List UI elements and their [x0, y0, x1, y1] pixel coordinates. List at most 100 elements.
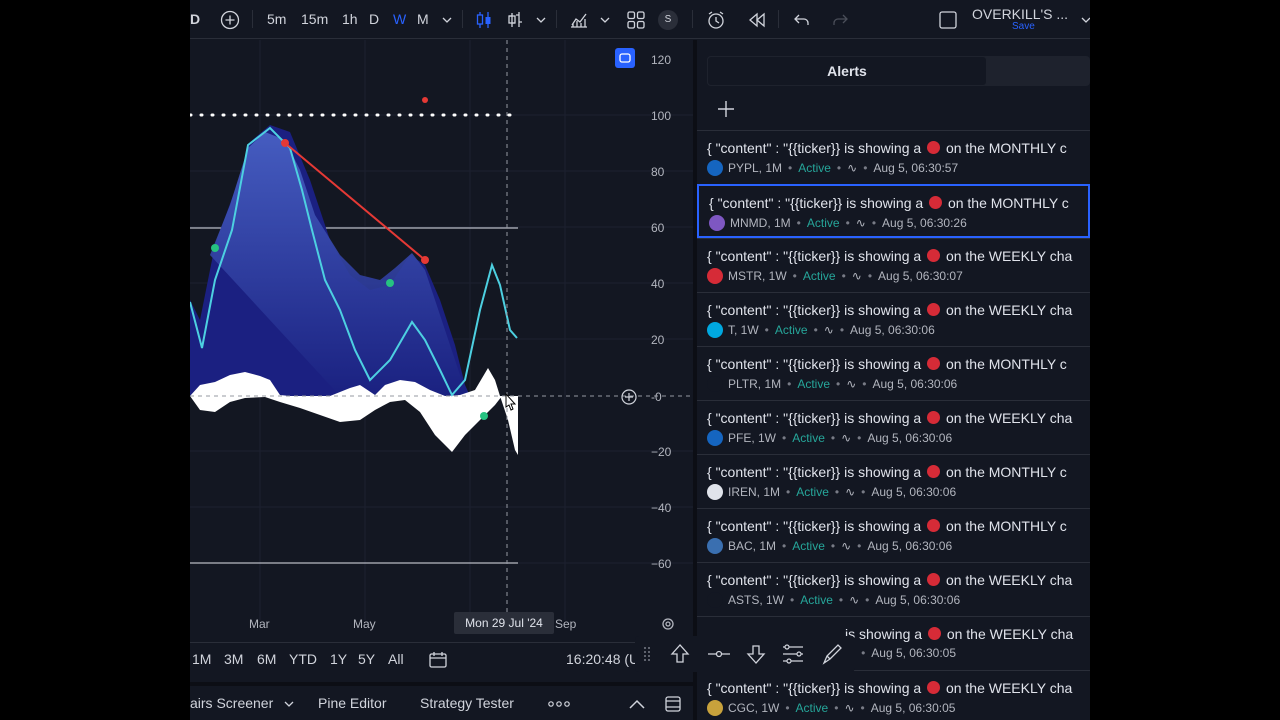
- tab-strategy-tester[interactable]: Strategy Tester: [420, 695, 514, 711]
- wave-icon: ∿: [846, 377, 857, 391]
- interval-15m[interactable]: 15m: [301, 11, 329, 27]
- indicator-badge[interactable]: S: [658, 0, 678, 38]
- range-1y[interactable]: 1Y: [330, 651, 348, 667]
- arrow-up-marker-icon[interactable]: [669, 642, 691, 671]
- alert-meta: ∿•Aug 5, 06:30:05: [845, 646, 956, 660]
- chart-canvas[interactable]: [190, 40, 695, 640]
- maximize-panel-icon[interactable]: [664, 686, 682, 720]
- range-1m[interactable]: 1M: [192, 651, 212, 667]
- alert-time: Aug 5, 06:30:05: [871, 646, 957, 660]
- fib-channel-icon[interactable]: [781, 642, 805, 671]
- goto-date-calendar-icon[interactable]: [428, 643, 448, 675]
- range-all[interactable]: All: [388, 651, 404, 667]
- add-alert-plus-icon[interactable]: [715, 98, 737, 120]
- alert-title-pre: is showing a: [845, 626, 923, 642]
- brush-icon[interactable]: [821, 642, 843, 671]
- add-crosshair-icon[interactable]: [620, 388, 638, 406]
- alert-meta: T, 1W • Active • ∿ • Aug 5, 06:30:06: [707, 322, 935, 338]
- add-symbol-icon[interactable]: [220, 0, 240, 38]
- mstr-icon: [707, 268, 723, 284]
- alert-item[interactable]: { "content" : "{{ticker}} is showing a o…: [697, 454, 1090, 508]
- interval-d[interactable]: D: [369, 11, 380, 27]
- alert-title: { "content" : "{{ticker}} is showing a o…: [707, 680, 1072, 696]
- alert-title: { "content" : "{{ticker}} is showing a o…: [707, 140, 1067, 156]
- alert-list: { "content" : "{{ticker}} is showing a o…: [697, 130, 1090, 720]
- auto-scale-icon[interactable]: [615, 48, 635, 68]
- tab-alerts[interactable]: Alerts: [707, 56, 987, 86]
- alert-ticker: ASTS, 1W: [728, 593, 785, 607]
- tab-screener-chevron-icon[interactable]: [283, 686, 295, 720]
- layout-save-label[interactable]: Save: [1012, 21, 1035, 32]
- alert-item[interactable]: { "content" : "{{ticker}} is showing a o…: [697, 508, 1090, 562]
- price-tick: −20: [651, 445, 672, 459]
- layout-name[interactable]: OVERKILL'S ...: [972, 6, 1069, 22]
- alert-ticker: BAC, 1M: [728, 539, 777, 553]
- candles-icon[interactable]: [475, 0, 493, 38]
- drag-handle-icon[interactable]: [643, 646, 651, 667]
- alert-status: Active: [792, 539, 825, 553]
- range-3m[interactable]: 3M: [224, 651, 244, 667]
- interval-5m[interactable]: 5m: [267, 11, 287, 27]
- range-5y[interactable]: 5Y: [358, 651, 376, 667]
- alert-item[interactable]: { "content" : "{{ticker}} is showing a o…: [697, 184, 1090, 238]
- interval-1h[interactable]: 1h: [342, 11, 358, 27]
- alert-title: { "content" : "{{ticker}} is showing a o…: [707, 410, 1072, 426]
- alert-item[interactable]: { "content" : "{{ticker}} is showing a o…: [697, 670, 1090, 720]
- alert-title-pre: { "content" : "{{ticker}} is showing a: [707, 518, 922, 534]
- alert-item[interactable]: { "content" : "{{ticker}} is showing a o…: [697, 346, 1090, 400]
- alert-meta: PLTR, 1M • Active • ∿ • Aug 5, 06:30:06: [707, 376, 957, 392]
- replay-icon[interactable]: [747, 0, 767, 38]
- bars-icon[interactable]: [506, 0, 524, 38]
- arrow-down-marker-icon[interactable]: [745, 642, 767, 671]
- alert-time: Aug 5, 06:30:06: [867, 539, 953, 553]
- tab-pine-editor[interactable]: Pine Editor: [318, 695, 387, 711]
- tab-pairs-screener[interactable]: airs Screener: [190, 695, 274, 711]
- layout-grid-icon[interactable]: [626, 0, 646, 38]
- clock-label[interactable]: 16:20:48 (U: [566, 651, 640, 667]
- asts-icon: [707, 592, 723, 608]
- alert-title: { "content" : "{{ticker}} is showing a o…: [707, 518, 1067, 534]
- alert-meta: MSTR, 1W • Active • ∿ • Aug 5, 06:30:07: [707, 268, 963, 284]
- alert-item[interactable]: { "content" : "{{ticker}} is showing a o…: [697, 292, 1090, 346]
- bottom-panel-tabs: airs Screener Pine Editor Strategy Teste…: [190, 682, 695, 720]
- alert-title: { "content" : "{{ticker}} is showing a o…: [709, 195, 1069, 211]
- alert-title-post: on the MONTHLY c: [945, 140, 1067, 156]
- chart-type-chevron-icon[interactable]: [535, 0, 547, 38]
- alert-time: Aug 5, 06:30:05: [870, 701, 956, 715]
- alert-time: Aug 5, 06:30:06: [875, 593, 961, 607]
- alert-time: Aug 5, 06:30:06: [867, 431, 953, 445]
- undo-icon[interactable]: [793, 0, 811, 38]
- alert-item[interactable]: is showing a on the WEEKLY cha ∿•Aug 5, 0…: [697, 616, 1090, 670]
- interval-dropdown-chevron-icon[interactable]: [441, 0, 453, 38]
- indicators-icon[interactable]: [569, 0, 589, 38]
- alert-item[interactable]: { "content" : "{{ticker}} is showing a o…: [697, 562, 1090, 616]
- alert-title: { "content" : "{{ticker}} is showing a o…: [707, 356, 1067, 372]
- chart-settings-gear-icon[interactable]: [660, 616, 676, 632]
- layout-chevron-icon[interactable]: [1080, 0, 1090, 38]
- alert-time: Aug 5, 06:30:07: [878, 269, 963, 283]
- alert-item[interactable]: { "content" : "{{ticker}} is showing a o…: [697, 400, 1090, 454]
- collapse-panel-chevron-up-icon[interactable]: [628, 686, 646, 720]
- range-ytd[interactable]: YTD: [289, 651, 317, 667]
- alert-status: Active: [798, 161, 831, 175]
- alert-title-post: on the WEEKLY cha: [945, 302, 1073, 318]
- more-tabs-icon[interactable]: [548, 686, 570, 720]
- pfizer-icon: [707, 430, 723, 446]
- interval-w[interactable]: W: [393, 11, 407, 27]
- horizontal-ray-icon[interactable]: [707, 644, 731, 669]
- red-circle-icon: [927, 627, 941, 640]
- alert-time: Aug 5, 06:30:26: [882, 216, 967, 230]
- alert-title-pre: { "content" : "{{ticker}} is showing a: [707, 410, 922, 426]
- alert-item[interactable]: { "content" : "{{ticker}} is showing a o…: [697, 238, 1090, 292]
- alert-item[interactable]: { "content" : "{{ticker}} is showing a o…: [697, 130, 1090, 184]
- interval-m[interactable]: M: [417, 11, 429, 27]
- symbol-suffix[interactable]: D: [190, 11, 201, 27]
- alert-title-post: on the MONTHLY c: [947, 195, 1069, 211]
- panel-divider[interactable]: [693, 40, 697, 720]
- indicators-chevron-icon[interactable]: [599, 0, 611, 38]
- redo-icon[interactable]: [831, 0, 849, 38]
- alert-clock-icon[interactable]: [705, 0, 727, 38]
- layout-square-icon[interactable]: [938, 0, 958, 38]
- alert-meta: CGC, 1W • Active • ∿ • Aug 5, 06:30:05: [707, 700, 955, 716]
- range-6m[interactable]: 6M: [257, 651, 277, 667]
